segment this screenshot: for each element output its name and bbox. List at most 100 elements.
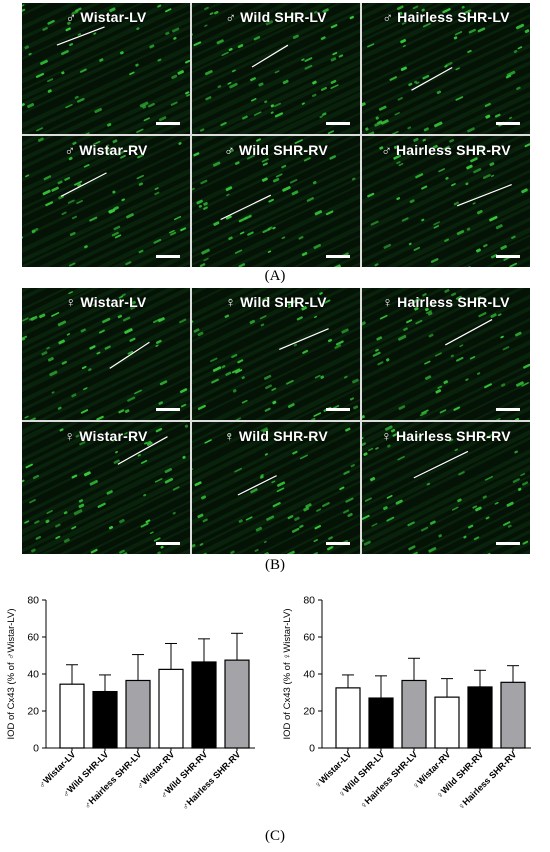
cx43-signal [169, 229, 175, 234]
cx43-signal [22, 479, 25, 485]
cx43-signal [304, 57, 313, 62]
cx43-signal [119, 549, 125, 554]
cx43-signal [45, 201, 54, 207]
cx43-signal [276, 487, 285, 493]
cx43-signal [319, 303, 325, 307]
cx43-signal [107, 148, 112, 152]
cx43-signal [124, 409, 130, 414]
muscle-fiber [362, 331, 530, 420]
cx43-signal [403, 327, 408, 332]
cx43-signal [104, 345, 111, 350]
muscle-fiber [192, 460, 360, 554]
cx43-signal [272, 177, 280, 183]
cx43-signal [92, 303, 96, 306]
cx43-signal [140, 459, 148, 464]
cx43-signal [173, 215, 182, 221]
muscle-fiber [22, 136, 190, 224]
cx43-signal [42, 26, 48, 32]
x-tick-label: ♂Hairless SHR-RV [180, 749, 243, 812]
cx43-signal [339, 486, 345, 491]
cx43-signal [316, 508, 322, 512]
bar [467, 686, 493, 749]
cx43-signal [250, 98, 257, 102]
cx43-signal [401, 217, 409, 222]
cx43-signal [202, 518, 208, 523]
cx43-signal [330, 57, 337, 62]
cx43-signal [380, 119, 389, 125]
muscle-fiber [192, 58, 360, 134]
cx43-signal [421, 8, 425, 12]
cx43-signal [327, 130, 334, 134]
cx43-signal [224, 314, 230, 318]
cx43-signal [368, 447, 374, 452]
cx43-signal [96, 351, 101, 355]
cx43-signal [88, 368, 92, 372]
cx43-signal [413, 137, 419, 142]
cx43-signal [485, 114, 491, 119]
cx43-signal [292, 34, 299, 40]
muscle-fiber [22, 3, 190, 91]
scale-bar [326, 122, 350, 125]
cx43-signal [263, 374, 272, 380]
fiber-group [192, 3, 360, 134]
muscle-fiber [192, 3, 360, 102]
muscle-fiber [22, 288, 190, 379]
cx43-signal [71, 215, 78, 220]
muscle-fiber [362, 3, 530, 129]
muscle-fiber [192, 432, 360, 554]
cx43-signal [524, 29, 530, 34]
muscle-fiber [362, 3, 530, 91]
cx43-signal [497, 313, 502, 317]
cx43-signal [414, 80, 418, 84]
cx43-signal [500, 335, 504, 339]
cx43-signal [105, 144, 110, 148]
muscle-fiber [22, 42, 190, 134]
cx43-signal [494, 113, 501, 118]
cx43-signal [154, 478, 163, 483]
muscle-fiber [22, 136, 190, 215]
muscle-fiber [362, 136, 530, 207]
muscle-fiber [362, 452, 530, 554]
muscle-fiber [362, 422, 530, 547]
cx43-signal [225, 215, 232, 220]
muscle-fiber [22, 288, 190, 384]
cx43-signal [274, 102, 282, 107]
cx43-signal [476, 209, 483, 215]
cx43-signal [515, 23, 525, 30]
cx43-signal [98, 329, 105, 334]
cx43-signal [129, 145, 134, 149]
cx43-fluorescence-image [22, 422, 190, 554]
muscle-fiber [192, 422, 360, 525]
cx43-signal [282, 186, 291, 192]
cx43-signal [507, 524, 512, 528]
x-tick-label: ♀Hairless SHR-LV [358, 749, 420, 811]
cx43-signal [121, 198, 125, 202]
muscle-fiber [362, 136, 530, 223]
cx43-signal [516, 86, 521, 91]
muscle-fiber [362, 3, 530, 121]
cx43-signal [371, 522, 378, 527]
cx43-signal [24, 520, 30, 524]
cx43-signal [209, 12, 214, 16]
cx43-signal [263, 540, 267, 544]
cx43-signal [459, 344, 464, 348]
muscle-fiber [362, 136, 530, 234]
cx43-signal [272, 502, 281, 508]
muscle-fiber [22, 317, 190, 420]
cx43-signal [485, 516, 490, 520]
cx43-fluorescence-image [192, 288, 360, 420]
cx43-signal [51, 186, 59, 192]
cx43-signal [310, 551, 318, 554]
cx43-signal [453, 36, 458, 40]
cx43-signal [73, 509, 83, 516]
cx43-signal [67, 199, 75, 204]
muscle-fiber [362, 483, 530, 554]
cx43-signal [250, 77, 256, 82]
cx43-signal [289, 12, 296, 17]
muscle-fiber [192, 444, 360, 554]
x-tick-label: ♀Hairless SHR-RV [456, 749, 519, 812]
cx43-signal [291, 190, 299, 196]
cx43-signal [363, 452, 368, 456]
cx43-signal [260, 427, 268, 432]
muscle-fiber [362, 288, 530, 383]
